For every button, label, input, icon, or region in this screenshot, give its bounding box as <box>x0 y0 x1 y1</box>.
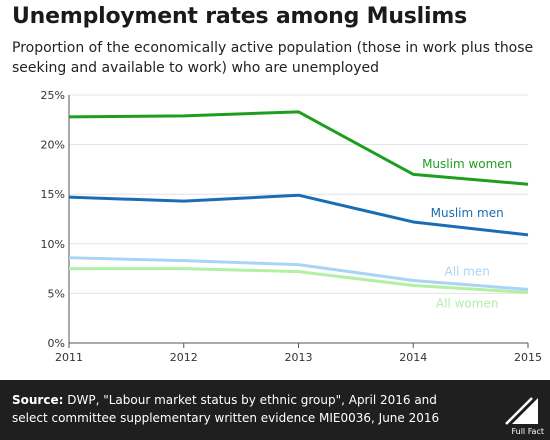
full-fact-logo: Full Fact <box>498 386 544 436</box>
y-tick-labels: 0% 5% 10% 15% 20% 25% <box>41 89 65 350</box>
y-tick-label: 0% <box>48 337 65 350</box>
x-tick-label: 2011 <box>55 351 83 364</box>
series-line <box>68 110 529 186</box>
series-line <box>69 267 529 294</box>
x-tick-labels: 2011 2012 2013 2014 2015 <box>55 351 542 364</box>
source-label: Source: <box>12 393 64 407</box>
series-line <box>68 193 529 237</box>
x-tick-label: 2012 <box>170 351 198 364</box>
source-footer: Source: DWP, "Labour market status by et… <box>0 380 550 440</box>
y-tick-label: 20% <box>41 139 65 152</box>
series-label: Muslim men <box>431 206 504 220</box>
y-tick-label: 10% <box>41 238 65 251</box>
series-label: Muslim women <box>422 157 512 171</box>
chart-subtitle: Proportion of the economically active po… <box>12 40 534 76</box>
logo-text: Full Fact <box>511 427 544 436</box>
series-line <box>68 256 529 291</box>
series-label: All men <box>444 265 489 279</box>
line-chart: 0% 5% 10% 15% 20% 25% 2011 2012 2013 2014 2015 Mu… <box>41 89 542 364</box>
chart-title: Unemployment rates among Muslims <box>12 4 467 29</box>
source-text: Source: DWP, "Labour market status by et… <box>12 391 467 427</box>
x-tick-label: 2015 <box>514 351 542 364</box>
series-lines <box>68 110 529 294</box>
logo-mark-icon <box>505 397 538 425</box>
axes <box>68 95 529 348</box>
x-tick-label: 2014 <box>399 351 427 364</box>
series-labels: Muslim women Muslim men All men All women <box>422 157 512 311</box>
y-tick-label: 25% <box>41 89 65 102</box>
y-tick-label: 5% <box>48 287 65 300</box>
source-body: DWP, "Labour market status by ethnic gro… <box>12 393 440 425</box>
x-tick-label: 2013 <box>285 351 313 364</box>
series-label: All women <box>436 297 499 311</box>
y-tick-label: 15% <box>41 188 65 201</box>
